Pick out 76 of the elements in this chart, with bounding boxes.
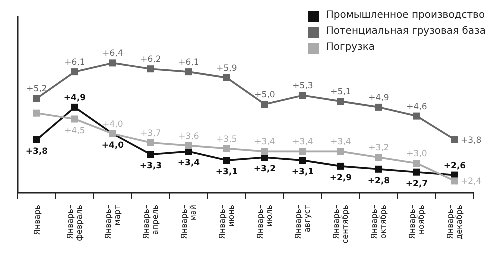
point	[186, 142, 192, 150]
data-label: +6,1	[64, 58, 86, 68]
data-label: +3,4	[254, 138, 276, 148]
data-label: +3,3	[140, 162, 162, 172]
point	[110, 60, 116, 67]
point	[338, 162, 344, 170]
point	[262, 148, 268, 156]
data-label: +3,8	[461, 136, 482, 146]
point	[148, 66, 154, 73]
data-label: +4,5	[64, 126, 86, 136]
data-label: +3,1	[292, 168, 314, 178]
point	[300, 157, 306, 164]
point	[414, 168, 420, 176]
point	[376, 154, 382, 162]
data-label: +3,6	[178, 132, 200, 142]
data-label: +6,2	[140, 55, 162, 66]
point	[34, 136, 40, 144]
x-tick-label: Январь–март	[104, 204, 122, 240]
data-label: +3,5	[216, 134, 238, 145]
data-label: +3,4	[178, 158, 200, 169]
point	[224, 74, 230, 82]
point	[262, 101, 268, 108]
data-label: +4,6	[406, 102, 428, 112]
data-label: +3,1	[216, 168, 238, 178]
data-label: +4,9	[64, 93, 86, 104]
data-label: +6,1	[178, 58, 200, 68]
legend-label: Потенциальная грузовая база	[326, 25, 486, 39]
data-label: +3,4	[292, 138, 314, 148]
data-label: +3,0	[406, 150, 428, 160]
data-label: +2,9	[330, 173, 352, 184]
data-label: +4,0	[102, 120, 124, 130]
data-label: +2,4	[461, 177, 482, 188]
data-label: +5,3	[292, 82, 314, 92]
x-tick-label: Январь–февраль	[66, 204, 84, 242]
point	[224, 145, 230, 152]
point	[72, 68, 78, 76]
point	[452, 136, 458, 144]
point	[452, 178, 458, 185]
point	[186, 68, 192, 76]
point	[72, 116, 78, 123]
legend-label: Промышленное производство	[326, 9, 486, 23]
point	[300, 148, 306, 156]
data-label: +3,8	[26, 146, 48, 157]
legend-label: Погрузка	[326, 41, 375, 55]
point	[338, 148, 344, 156]
data-label: +4,0	[102, 141, 124, 151]
point	[376, 166, 382, 173]
x-tick-label: Январь	[33, 204, 42, 236]
data-label: +2,7	[406, 179, 428, 190]
data-label: +2,8	[368, 176, 390, 186]
x-tick-label: Январь–август	[294, 204, 312, 240]
point	[72, 104, 78, 111]
point	[338, 98, 344, 106]
point	[376, 104, 382, 111]
x-tick-label: Январь–май	[180, 205, 198, 240]
x-tick-label: Январь–июль	[256, 204, 274, 240]
data-label: +5,2	[26, 84, 48, 95]
point	[300, 92, 306, 100]
data-label: +2,6	[444, 161, 466, 172]
data-label: +5,0	[254, 90, 276, 100]
data-label: +5,9	[216, 64, 238, 74]
point	[34, 110, 40, 117]
point	[414, 160, 420, 167]
point	[148, 139, 154, 146]
point	[224, 157, 230, 164]
data-label: +5,1	[330, 88, 352, 98]
data-label: +3,4	[330, 138, 352, 148]
point	[414, 112, 420, 120]
data-label: +3,7	[140, 128, 162, 139]
data-label: +3,2	[254, 164, 276, 175]
point	[34, 95, 40, 102]
data-label: +6,4	[102, 49, 124, 60]
x-tick-label: Январь–июнь	[218, 204, 236, 240]
data-label: +3,2	[368, 144, 390, 154]
data-label: +4,9	[368, 93, 390, 104]
point	[148, 151, 154, 158]
